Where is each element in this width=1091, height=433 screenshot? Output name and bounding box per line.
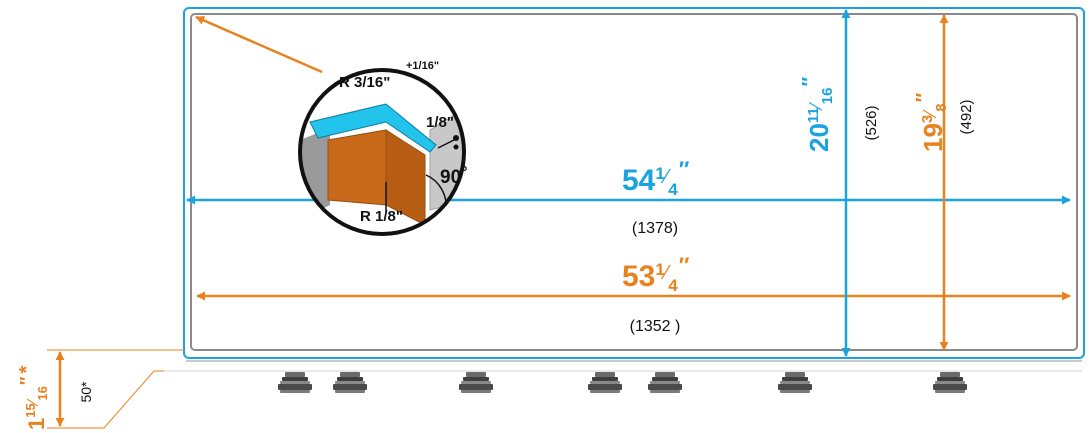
support-feet: [278, 372, 967, 393]
detail-circle-border: [298, 68, 466, 236]
inner-height-mm: (492): [958, 99, 975, 134]
support-foot: [778, 372, 812, 393]
support-foot: [933, 372, 967, 393]
support-foot: [278, 372, 312, 393]
corner-pointer-arrow: [195, 15, 323, 74]
outer-width-label: 541⁄4″: [622, 157, 690, 199]
support-foot: [648, 372, 682, 393]
inner-width-label: 531⁄4″: [622, 253, 690, 295]
inner-panel-outline: [190, 13, 1078, 351]
base-height-dimension: 115⁄16″* 50*: [16, 349, 184, 430]
detail-cyan-rim: [309, 103, 437, 153]
inner-height-label: 193⁄8″: [913, 92, 950, 152]
support-foot: [588, 372, 622, 393]
base-height-mm: 50*: [78, 381, 94, 403]
support-foot: [333, 372, 367, 393]
inner-width-mm: (1352 ): [630, 318, 681, 335]
corner-detail-magnifier: +1/16" R 3/16" 1/8" 90° R 1/8": [298, 60, 468, 236]
detail-gap-dot-top: [453, 135, 459, 141]
outer-width-mm: (1378): [632, 220, 678, 237]
detail-gap: 1/8": [426, 114, 454, 131]
detail-angle: 90°: [440, 164, 468, 188]
detail-tolerance: +1/16": [406, 60, 439, 72]
detail-gap-dot-bottom: [453, 144, 459, 150]
detail-top-radius: R 3/16": [339, 74, 390, 91]
outer-height-label: 2011⁄16″: [799, 77, 836, 152]
base-ext-slant: [103, 370, 155, 429]
detail-bottom-radius: R 1/8": [360, 208, 403, 225]
detail-copper-left: [327, 129, 387, 206]
base-height-label: 115⁄16″*: [16, 366, 50, 430]
outer-panel-outline: [183, 7, 1085, 359]
support-foot: [459, 372, 493, 393]
outer-height-mm: (526): [863, 105, 880, 140]
